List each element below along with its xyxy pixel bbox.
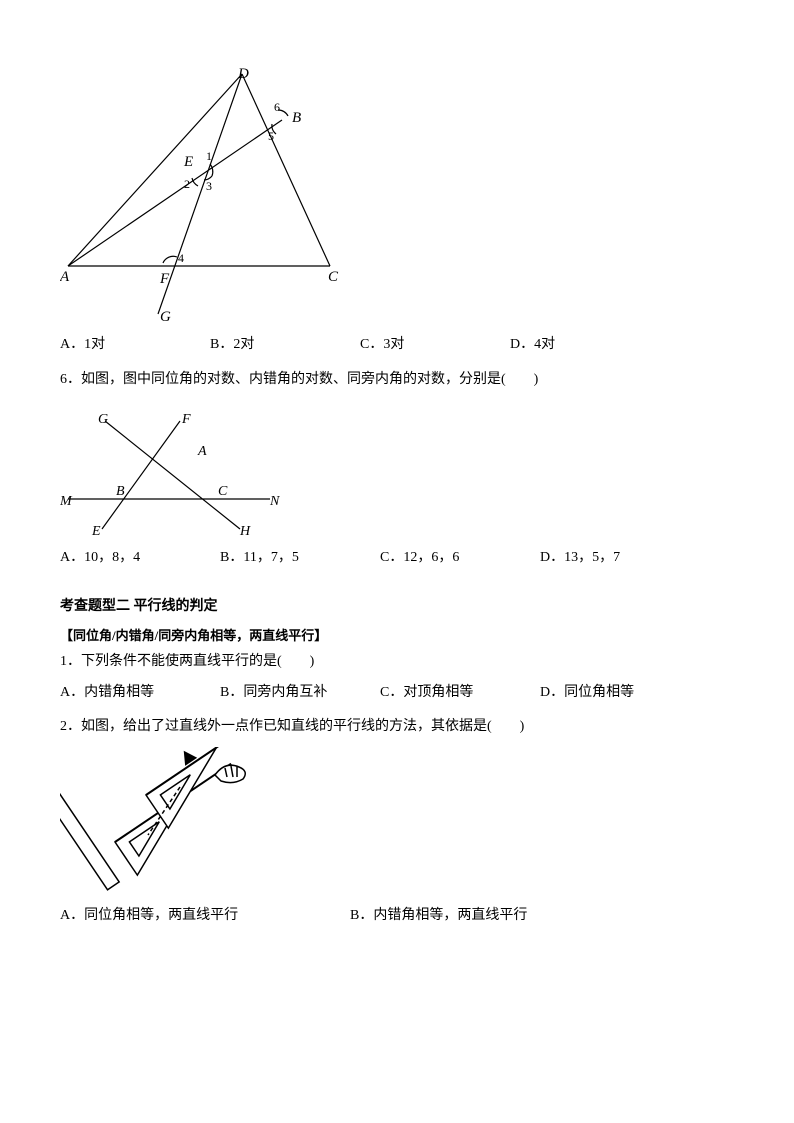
label-M: M [60, 494, 73, 509]
figure-three-lines: M B C N A G F E H [60, 399, 734, 539]
label-H2: H [239, 524, 251, 539]
label-B2: B [116, 484, 125, 499]
label-F2: F [181, 412, 191, 427]
label-N: N [269, 494, 280, 509]
q6-option-A[interactable]: A．10，8，4 [60, 545, 220, 572]
label-G2: G [98, 412, 108, 427]
section2-title: 考查题型二 平行线的判定 [60, 594, 734, 621]
label-E2: E [91, 524, 101, 539]
label-F: F [159, 271, 170, 287]
label-C: C [328, 269, 339, 285]
label-E: E [183, 154, 193, 170]
q5-option-C[interactable]: C．3对 [360, 332, 510, 359]
label-6: 6 [274, 100, 280, 114]
label-5: 5 [268, 129, 274, 143]
label-B: B [292, 110, 301, 126]
label-C2: C [218, 484, 228, 499]
q5-option-B[interactable]: B．2对 [210, 332, 360, 359]
s2q1-option-D[interactable]: D．同位角相等 [540, 680, 700, 707]
s2q2-option-B[interactable]: B．内错角相等，两直线平行 [350, 903, 640, 930]
q6-option-C[interactable]: C．12，6，6 [380, 545, 540, 572]
s2q1-text: 1．下列条件不能使两直线平行的是( ) [60, 649, 734, 676]
q6-options: A．10，8，4 B．11，7，5 C．12，6，6 D．13，5，7 [60, 545, 734, 572]
q5-options: A．1对 B．2对 C．3对 D．4对 [60, 332, 734, 359]
label-D: D [237, 66, 249, 82]
s2q2-text: 2．如图，给出了过直线外一点作已知直线的平行线的方法，其依据是( ) [60, 714, 734, 741]
label-2: 2 [184, 177, 190, 191]
s2q1-option-B[interactable]: B．同旁内角互补 [220, 680, 380, 707]
q6-text: 6．如图，图中同位角的对数、内错角的对数、同旁内角的对数，分别是( ) [60, 367, 734, 394]
s2q2-option-A[interactable]: A．同位角相等，两直线平行 [60, 903, 350, 930]
label-G: G [160, 309, 171, 325]
figure-setsquare [60, 747, 734, 897]
q5-option-D[interactable]: D．4对 [510, 332, 660, 359]
q6-option-D[interactable]: D．13，5，7 [540, 545, 700, 572]
s2q2-options: A．同位角相等，两直线平行 B．内错角相等，两直线平行 [60, 903, 734, 930]
label-1: 1 [206, 149, 212, 163]
section2-sub: 【同位角/内错角/同旁内角相等，两直线平行】 [60, 624, 734, 649]
q6-option-B[interactable]: B．11，7，5 [220, 545, 380, 572]
label-3: 3 [206, 179, 212, 193]
s2q1-option-C[interactable]: C．对顶角相等 [380, 680, 540, 707]
label-4: 4 [178, 251, 184, 265]
label-A: A [60, 269, 70, 285]
s2q1-option-A[interactable]: A．内错角相等 [60, 680, 220, 707]
figure-triangle-angles: A C D B E F G 1 2 3 4 5 6 [60, 66, 734, 326]
label-A2: A [197, 444, 207, 459]
s2q1-options: A．内错角相等 B．同旁内角互补 C．对顶角相等 D．同位角相等 [60, 680, 734, 707]
q5-option-A[interactable]: A．1对 [60, 332, 210, 359]
